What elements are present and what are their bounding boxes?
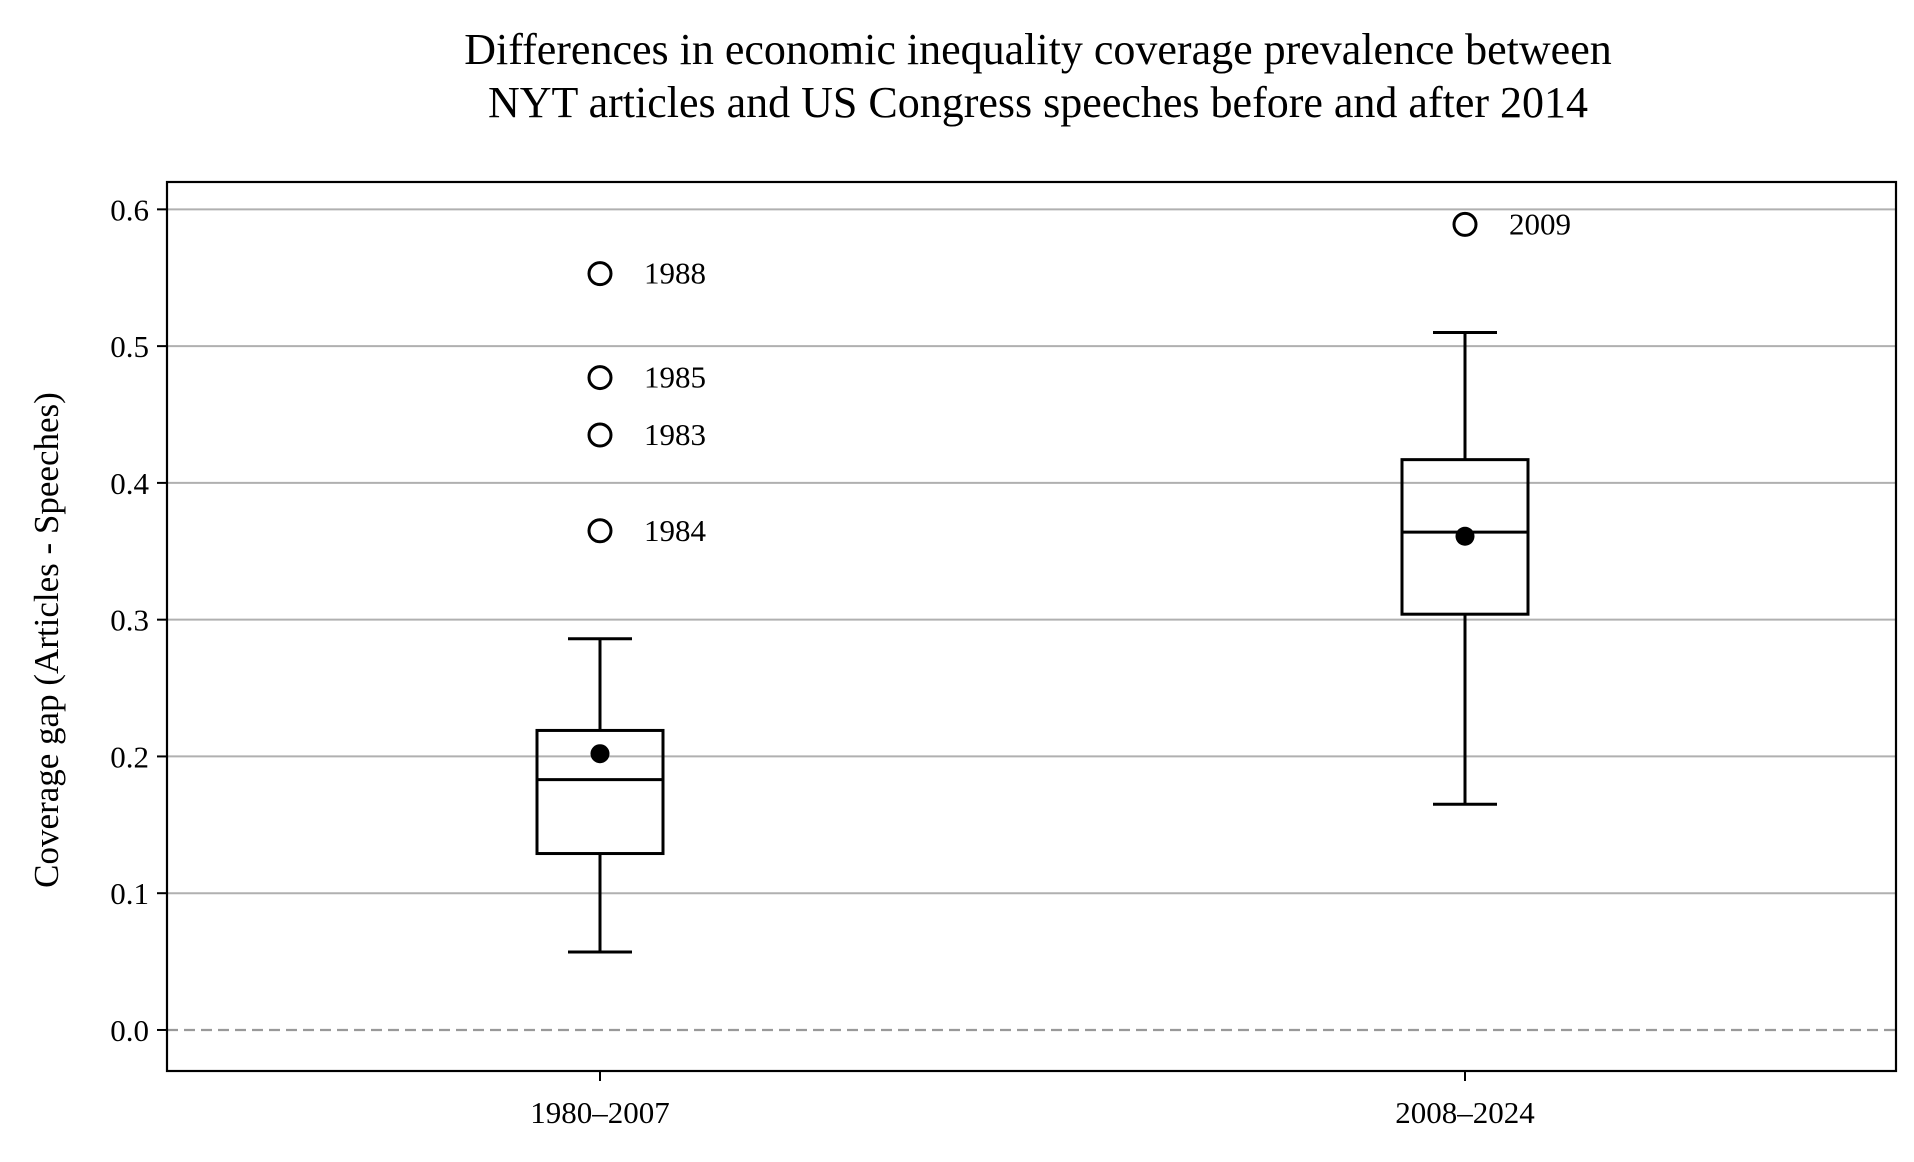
outlier-point [587, 422, 613, 448]
y-tick-label: 0.0 [110, 1013, 149, 1048]
outlier-label: 1988 [644, 256, 706, 291]
grid-lines [167, 208, 1896, 895]
outlier-label: 1983 [644, 417, 706, 452]
box-group: 2009 [1400, 206, 1571, 806]
mean-marker [1455, 526, 1475, 546]
outlier-point [587, 365, 613, 391]
plot-area-frame [165, 180, 1898, 1073]
box-group: 1988 1985 1983 1984 [535, 256, 707, 954]
y-tick-label: 0.6 [110, 192, 149, 227]
box-groups: 1988 1985 1983 1984 2009 [535, 206, 1571, 954]
y-tick-label: 0.5 [110, 329, 149, 364]
iqr-box [535, 728, 665, 856]
mean-marker [590, 744, 610, 764]
outlier-point [1452, 211, 1478, 237]
y-tick-label: 0.3 [110, 603, 149, 638]
x-tick-label: 2008–2024 [1395, 1095, 1535, 1130]
y-axis-label: Coverage gap (Articles - Speeches) [27, 392, 66, 888]
outlier-label: 1984 [644, 513, 707, 548]
outlier-label: 1985 [644, 360, 706, 395]
y-tick-label: 0.1 [110, 876, 149, 911]
chart-title-line-2: NYT articles and US Congress speeches be… [488, 78, 1588, 127]
x-tick-label: 1980–2007 [530, 1095, 670, 1130]
chart-title-line-1: Differences in economic inequality cover… [464, 25, 1612, 74]
axis-ticks: 0.0 0.1 0.2 0.3 0.4 0.5 0.6 1980–2007 2008–2024 [110, 192, 1535, 1130]
iqr-box [1400, 458, 1530, 616]
y-tick-label: 0.4 [110, 466, 149, 501]
outlier-point [587, 261, 613, 287]
y-tick-label: 0.2 [110, 739, 149, 774]
outlier-label: 2009 [1509, 206, 1571, 241]
outlier-point [587, 518, 613, 544]
